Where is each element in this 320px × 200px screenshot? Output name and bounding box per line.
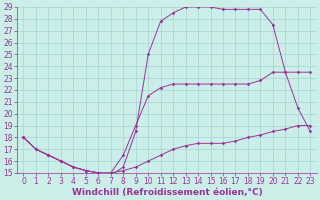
X-axis label: Windchill (Refroidissement éolien,°C): Windchill (Refroidissement éolien,°C) bbox=[72, 188, 262, 197]
